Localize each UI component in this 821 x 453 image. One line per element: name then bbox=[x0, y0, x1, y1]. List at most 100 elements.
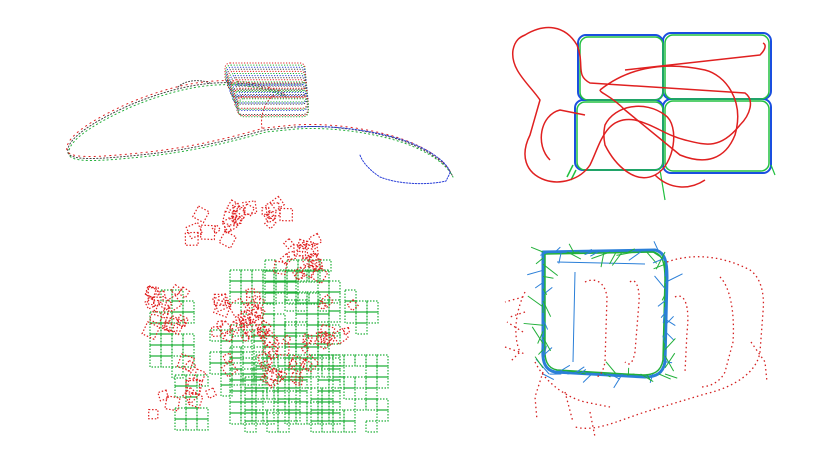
grid-cell bbox=[295, 343, 308, 356]
grid-cell bbox=[344, 311, 357, 324]
grid-cell bbox=[149, 311, 162, 324]
noise-spike bbox=[579, 369, 587, 375]
square-loop bbox=[300, 262, 317, 279]
square-loop bbox=[259, 367, 279, 387]
grid-cell bbox=[220, 373, 233, 386]
grid-cell bbox=[343, 354, 356, 367]
grid-cell bbox=[295, 321, 308, 334]
grid-cell bbox=[231, 340, 244, 353]
grid-cell bbox=[343, 409, 356, 422]
trajectory-plot-top-right bbox=[512, 26, 776, 201]
grid-cell bbox=[242, 351, 255, 364]
noise-spike bbox=[653, 263, 666, 270]
square-loop bbox=[322, 332, 337, 347]
grid-cell bbox=[328, 332, 341, 345]
noise-spike bbox=[534, 356, 544, 369]
noise-spike bbox=[590, 251, 599, 257]
grid-cell bbox=[251, 390, 264, 403]
grid-cell bbox=[288, 387, 301, 400]
grid-cell bbox=[321, 409, 334, 422]
grid-cell bbox=[266, 409, 279, 422]
grid-cell bbox=[354, 398, 367, 411]
grid-cell bbox=[317, 354, 330, 367]
square-loop bbox=[164, 294, 183, 313]
square-loop bbox=[346, 298, 359, 312]
grid-cell bbox=[317, 390, 330, 403]
grid-cell bbox=[171, 289, 184, 302]
square-loop bbox=[158, 296, 173, 312]
trajectory-blue-tl bbox=[297, 126, 451, 185]
grid-cell bbox=[255, 409, 268, 422]
square-loop bbox=[176, 353, 195, 372]
grid-cell bbox=[328, 324, 341, 337]
square-loop bbox=[157, 389, 170, 402]
noise-spike bbox=[664, 315, 674, 326]
square-loop bbox=[248, 311, 260, 323]
square-loop bbox=[212, 293, 232, 313]
square-walk-red-bl bbox=[141, 195, 359, 420]
grid-cell bbox=[328, 280, 341, 293]
grid-cell bbox=[284, 343, 297, 356]
noise-spike bbox=[657, 300, 666, 307]
noise-spike bbox=[652, 251, 664, 260]
stacked-loop bbox=[226, 66, 306, 86]
noise-spike bbox=[664, 373, 678, 379]
grid-cell bbox=[182, 355, 195, 368]
noise-spike bbox=[542, 300, 552, 317]
square-loop bbox=[272, 260, 288, 276]
noise-spike bbox=[664, 338, 676, 350]
grid-cell bbox=[273, 291, 286, 304]
noise-spike bbox=[530, 246, 544, 253]
square-loop bbox=[293, 376, 304, 387]
grid-cell bbox=[182, 300, 195, 313]
square-loop bbox=[256, 319, 272, 335]
noise-spike bbox=[538, 349, 544, 355]
noise-spike bbox=[664, 352, 676, 369]
square-loop bbox=[309, 265, 329, 285]
square-loop bbox=[162, 319, 176, 334]
square-loop bbox=[230, 214, 239, 223]
square-loop bbox=[144, 285, 159, 299]
grid-cell bbox=[229, 269, 242, 282]
grid-cell bbox=[244, 420, 257, 433]
grid-cell bbox=[295, 368, 308, 381]
noise-spike bbox=[649, 373, 654, 383]
grid-cell bbox=[355, 322, 368, 335]
grid-cell-tr-4 bbox=[662, 98, 772, 174]
grid-cell bbox=[284, 291, 297, 304]
square-loop bbox=[211, 224, 222, 235]
grid-cell bbox=[284, 357, 297, 370]
grid-cell bbox=[365, 376, 378, 389]
grid-cell bbox=[284, 332, 297, 345]
grid-cell bbox=[344, 300, 357, 313]
grid-cell bbox=[317, 332, 330, 345]
noise-spike bbox=[568, 243, 574, 253]
square-loop bbox=[181, 386, 200, 405]
grid-cell bbox=[295, 401, 308, 414]
grid-cell bbox=[149, 355, 162, 368]
square-loop bbox=[184, 231, 199, 246]
grid-cell bbox=[160, 289, 173, 302]
square-loop bbox=[268, 349, 278, 360]
square-loop bbox=[293, 243, 307, 257]
square-loop bbox=[301, 255, 315, 269]
trajectory-panel-bottom-right bbox=[495, 222, 785, 444]
square-loop bbox=[239, 309, 252, 322]
outline-green-br bbox=[544, 251, 666, 376]
noise-spike bbox=[542, 337, 552, 352]
grid-cell bbox=[297, 292, 310, 305]
grid-cell bbox=[310, 420, 323, 433]
grid-cell bbox=[149, 322, 162, 335]
grid-cell bbox=[231, 373, 244, 386]
grid-cell bbox=[244, 387, 257, 400]
grid-cell bbox=[328, 368, 341, 381]
grid-cell bbox=[288, 409, 301, 422]
grid-cell bbox=[308, 292, 321, 305]
square-loop bbox=[191, 205, 211, 224]
grid-cell bbox=[266, 387, 279, 400]
grid-cell bbox=[240, 401, 253, 414]
grid-cell bbox=[299, 376, 312, 389]
stacked-loop bbox=[234, 89, 309, 110]
square-loop bbox=[242, 200, 258, 216]
grid-cell bbox=[196, 407, 209, 420]
